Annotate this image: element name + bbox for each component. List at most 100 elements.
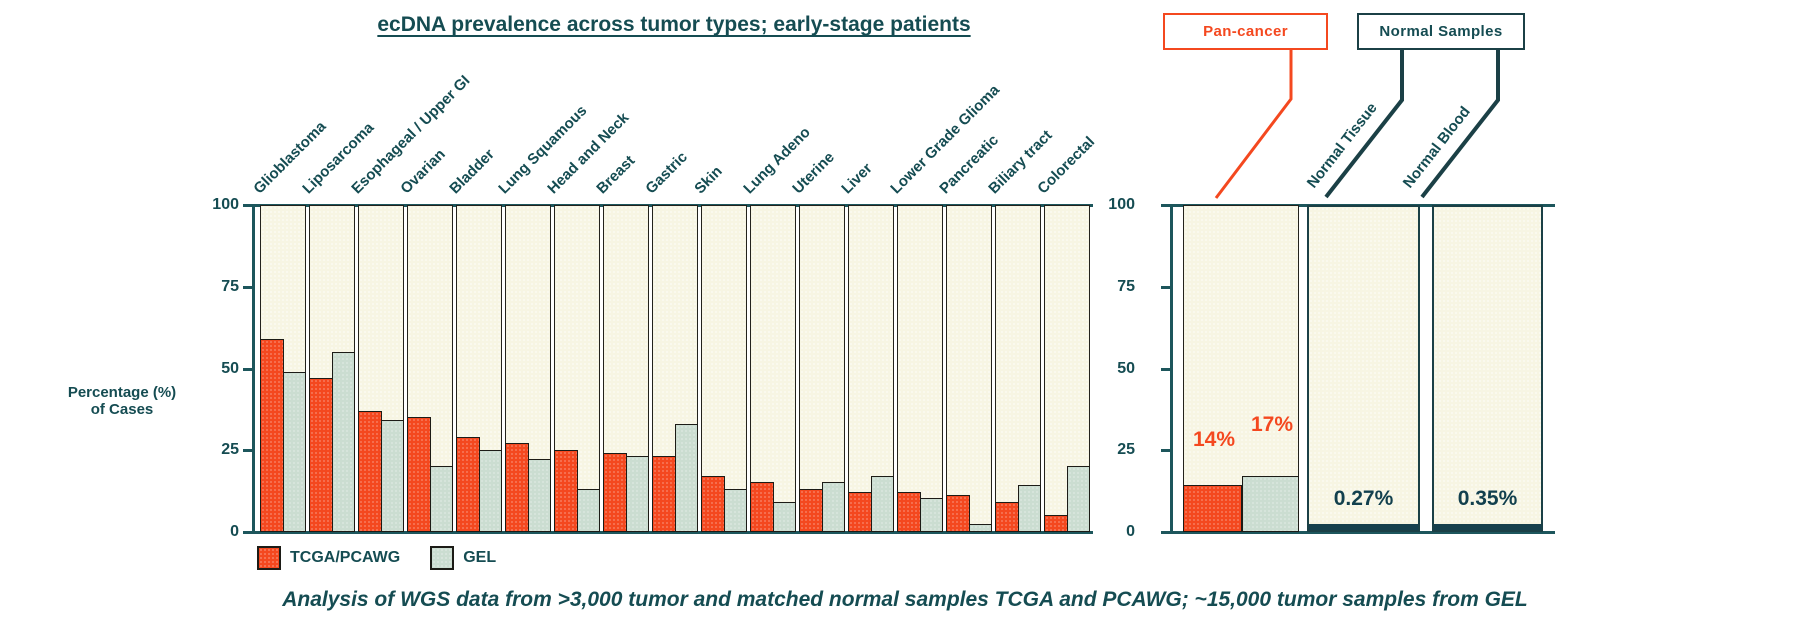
bar-tcga-pcawg-liposarcoma [309,378,333,532]
bar-gel-lung-squamous [528,459,551,532]
y-axis-label-line2: of Cases [90,401,154,418]
left-y-axis-line [252,204,255,534]
bar-gel-biliary-tract [1018,485,1041,532]
bar-gel-colorectal [1067,466,1090,532]
left-y-tickmark-100 [243,204,252,207]
category-label-bladder: Bladder [446,145,498,198]
right-y-axis-line [1170,204,1173,534]
bar-tcga-pcawg-lung-adeno [750,482,774,532]
category-label-normal-blood: Normal Blood [1399,103,1474,192]
bar-tcga-pcawg-gastric [652,456,676,532]
right-y-tickmark-25 [1161,449,1170,452]
category-label-uterine: Uterine [789,148,838,198]
bar-gel-esophageal-upper-gi [381,420,404,532]
category-cell-esophageal-upper-gi [358,205,404,532]
legend-label-gel: GEL [463,549,497,566]
category-cell-colorectal [1044,205,1090,532]
left-y-tick-label-100: 100 [212,196,239,213]
legend-swatch-tcga [257,546,281,570]
left-y-tickmark-50 [243,368,252,371]
category-cell-lung-squamous [505,205,551,532]
bar-tcga-pcawg-breast [603,453,627,532]
bar-tcga-pcawg-ovarian [407,417,431,532]
category-cell-skin [701,205,747,532]
pan-cancer-callout-label: Pan-cancer [1203,23,1288,40]
left-y-tickmark-0 [243,531,252,534]
legend-item-gel: GEL [430,546,496,570]
left-x-axis-line [252,531,1093,534]
left-y-tick-label-0: 0 [230,523,239,540]
bar-tcga-pcawg-skin [701,476,725,532]
category-cell-lung-adeno [750,205,796,532]
bar-gel-breast [626,456,649,532]
bar-tcga-pcawg-biliary-tract [995,502,1019,532]
bar-tcga-pcawg-liver [848,492,872,532]
bar-normal-samples-normal-blood [1434,524,1541,530]
normal-samples-callout-box: Normal Samples [1357,13,1525,50]
bar-gel-bladder [479,450,502,532]
category-label-skin: Skin [691,162,726,198]
legend-label-tcga: TCGA/PCAWG [290,549,401,566]
bar-gel-pancreatic [969,524,992,532]
legend-item-tcga: TCGA/PCAWG [257,546,400,570]
category-label-normal-tissue: Normal Tissue [1303,99,1381,192]
left-y-tickmark-25 [243,449,252,452]
bar-tcga-pcawg-head-and-neck [554,450,578,532]
right-y-tickmark-50 [1161,368,1170,371]
category-cell-breast [603,205,649,532]
left-y-tick-label-25: 25 [221,441,239,458]
category-cell-ovarian [407,205,453,532]
right-x-axis-line [1170,531,1555,534]
normal-samples-callout-label: Normal Samples [1379,23,1503,40]
pan-cancer-callout-box: Pan-cancer [1163,13,1328,50]
right-y-tickmark-100 [1161,204,1170,207]
bar-tcga-pcawg-lower-grade-glioma [897,492,921,532]
right-y-tick-label-75: 75 [1117,278,1135,295]
right-y-tick-label-50: 50 [1117,360,1135,377]
bar-tcga-pcawg-glioblastoma [260,339,284,532]
bar-gel-liver [871,476,894,532]
right-y-tick-label-25: 25 [1117,441,1135,458]
category-label-gastric: Gastric [642,148,691,198]
category-cell-pancreatic [946,205,992,532]
bar-gel-liposarcoma [332,352,355,532]
bar-tcga-pcawg-uterine [799,489,823,532]
left-y-tick-label-50: 50 [221,360,239,377]
bar-gel-skin [724,489,747,532]
category-cell-bladder [456,205,502,532]
category-label-lung-squamous: Lung Squamous [495,102,591,198]
figure-caption: Analysis of WGS data from >3,000 tumor a… [282,588,1528,611]
category-cell-liver [848,205,894,532]
bar-normal-samples-normal-tissue [1309,524,1418,530]
value-label-normal-blood-normal-samples: 0.35% [1457,487,1518,510]
category-cell-normal-blood [1432,205,1543,532]
bar-gel-uterine [822,482,845,532]
value-label-pan-cancer-tcga-pcawg: 14% [1192,428,1236,451]
category-cell-head-and-neck [554,205,600,532]
legend: TCGA/PCAWG GEL [257,546,496,570]
chart-title: ecDNA prevalence across tumor types; ear… [377,13,971,36]
category-cell-biliary-tract [995,205,1041,532]
category-cell-glioblastoma [260,205,306,532]
category-cell-normal-tissue [1307,205,1420,532]
bar-tcga-pcawg-lung-squamous [505,443,529,532]
bar-tcga-pcawg-pan-cancer [1183,485,1242,532]
bar-gel-ovarian [430,466,453,532]
category-label-liver: Liver [838,159,876,198]
bar-gel-glioblastoma [283,372,306,532]
bar-gel-gastric [675,424,698,532]
left-y-tick-label-75: 75 [221,278,239,295]
y-axis-label: Percentage (%) of Cases [44,384,200,418]
category-cell-lower-grade-glioma [897,205,943,532]
pan-cancer-callout-line [1214,50,1293,199]
y-axis-label-line1: Percentage (%) [67,384,177,401]
right-y-tickmark-0 [1161,531,1170,534]
bar-gel-head-and-neck [577,489,600,532]
value-label-normal-tissue-normal-samples: 0.27% [1333,487,1394,510]
bar-tcga-pcawg-colorectal [1044,515,1068,532]
category-cell-liposarcoma [309,205,355,532]
legend-swatch-gel [430,546,455,570]
value-label-pan-cancer-gel: 17% [1250,413,1294,436]
right-y-tick-label-100: 100 [1108,196,1135,213]
